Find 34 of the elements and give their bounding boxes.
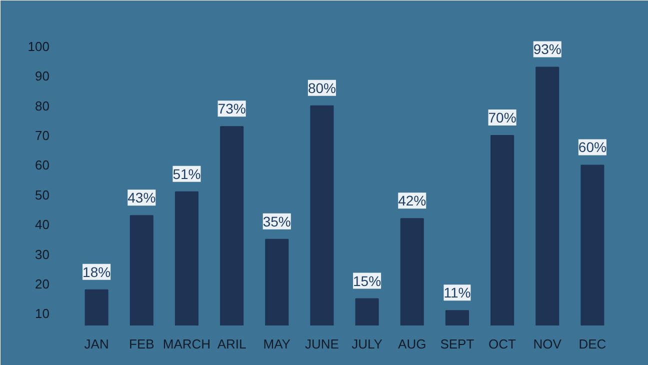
x-tick-label: NOV: [533, 336, 562, 352]
x-tick-label: AUG: [398, 336, 426, 352]
data-label: 18%: [82, 264, 111, 280]
data-label: 11%: [444, 284, 471, 301]
x-tick-label: MAY: [263, 336, 291, 352]
y-tick-label: 80: [35, 98, 50, 114]
y-tick-label: 30: [35, 246, 50, 262]
y-tick-label: 50: [35, 187, 50, 202]
x-tick-label: JUNE: [304, 336, 340, 352]
data-label: 15%: [353, 272, 382, 289]
y-tick-label: 100: [28, 38, 50, 54]
x-tick-label: SEPT: [440, 336, 474, 352]
x-tick-label: FEB: [129, 336, 154, 352]
data-label: 35%: [262, 213, 291, 230]
data-label: 42%: [398, 192, 426, 209]
y-tick-label: 70: [35, 128, 50, 143]
y-tick-label: 40: [35, 217, 50, 232]
x-tick-label: ARIL: [217, 336, 246, 352]
x-tick-label: DEC: [578, 336, 606, 352]
x-tick-label: JAN: [84, 336, 109, 352]
y-tick-label: 60: [35, 158, 50, 173]
x-tick-label: JULY: [352, 336, 383, 352]
y-tick-label: 90: [35, 68, 50, 84]
data-label: 60%: [578, 139, 606, 156]
data-label: 51%: [172, 166, 201, 182]
data-label: 93%: [533, 41, 562, 58]
data-label: 43%: [128, 190, 156, 206]
y-tick-label: 10: [35, 306, 50, 322]
data-label: 73%: [218, 100, 246, 117]
x-tick-label: OCT: [488, 336, 516, 352]
x-tick-label: MARCH: [162, 336, 211, 352]
data-label: 70%: [488, 110, 516, 126]
data-label: 80%: [308, 80, 336, 96]
y-tick-label: 20: [35, 276, 50, 292]
